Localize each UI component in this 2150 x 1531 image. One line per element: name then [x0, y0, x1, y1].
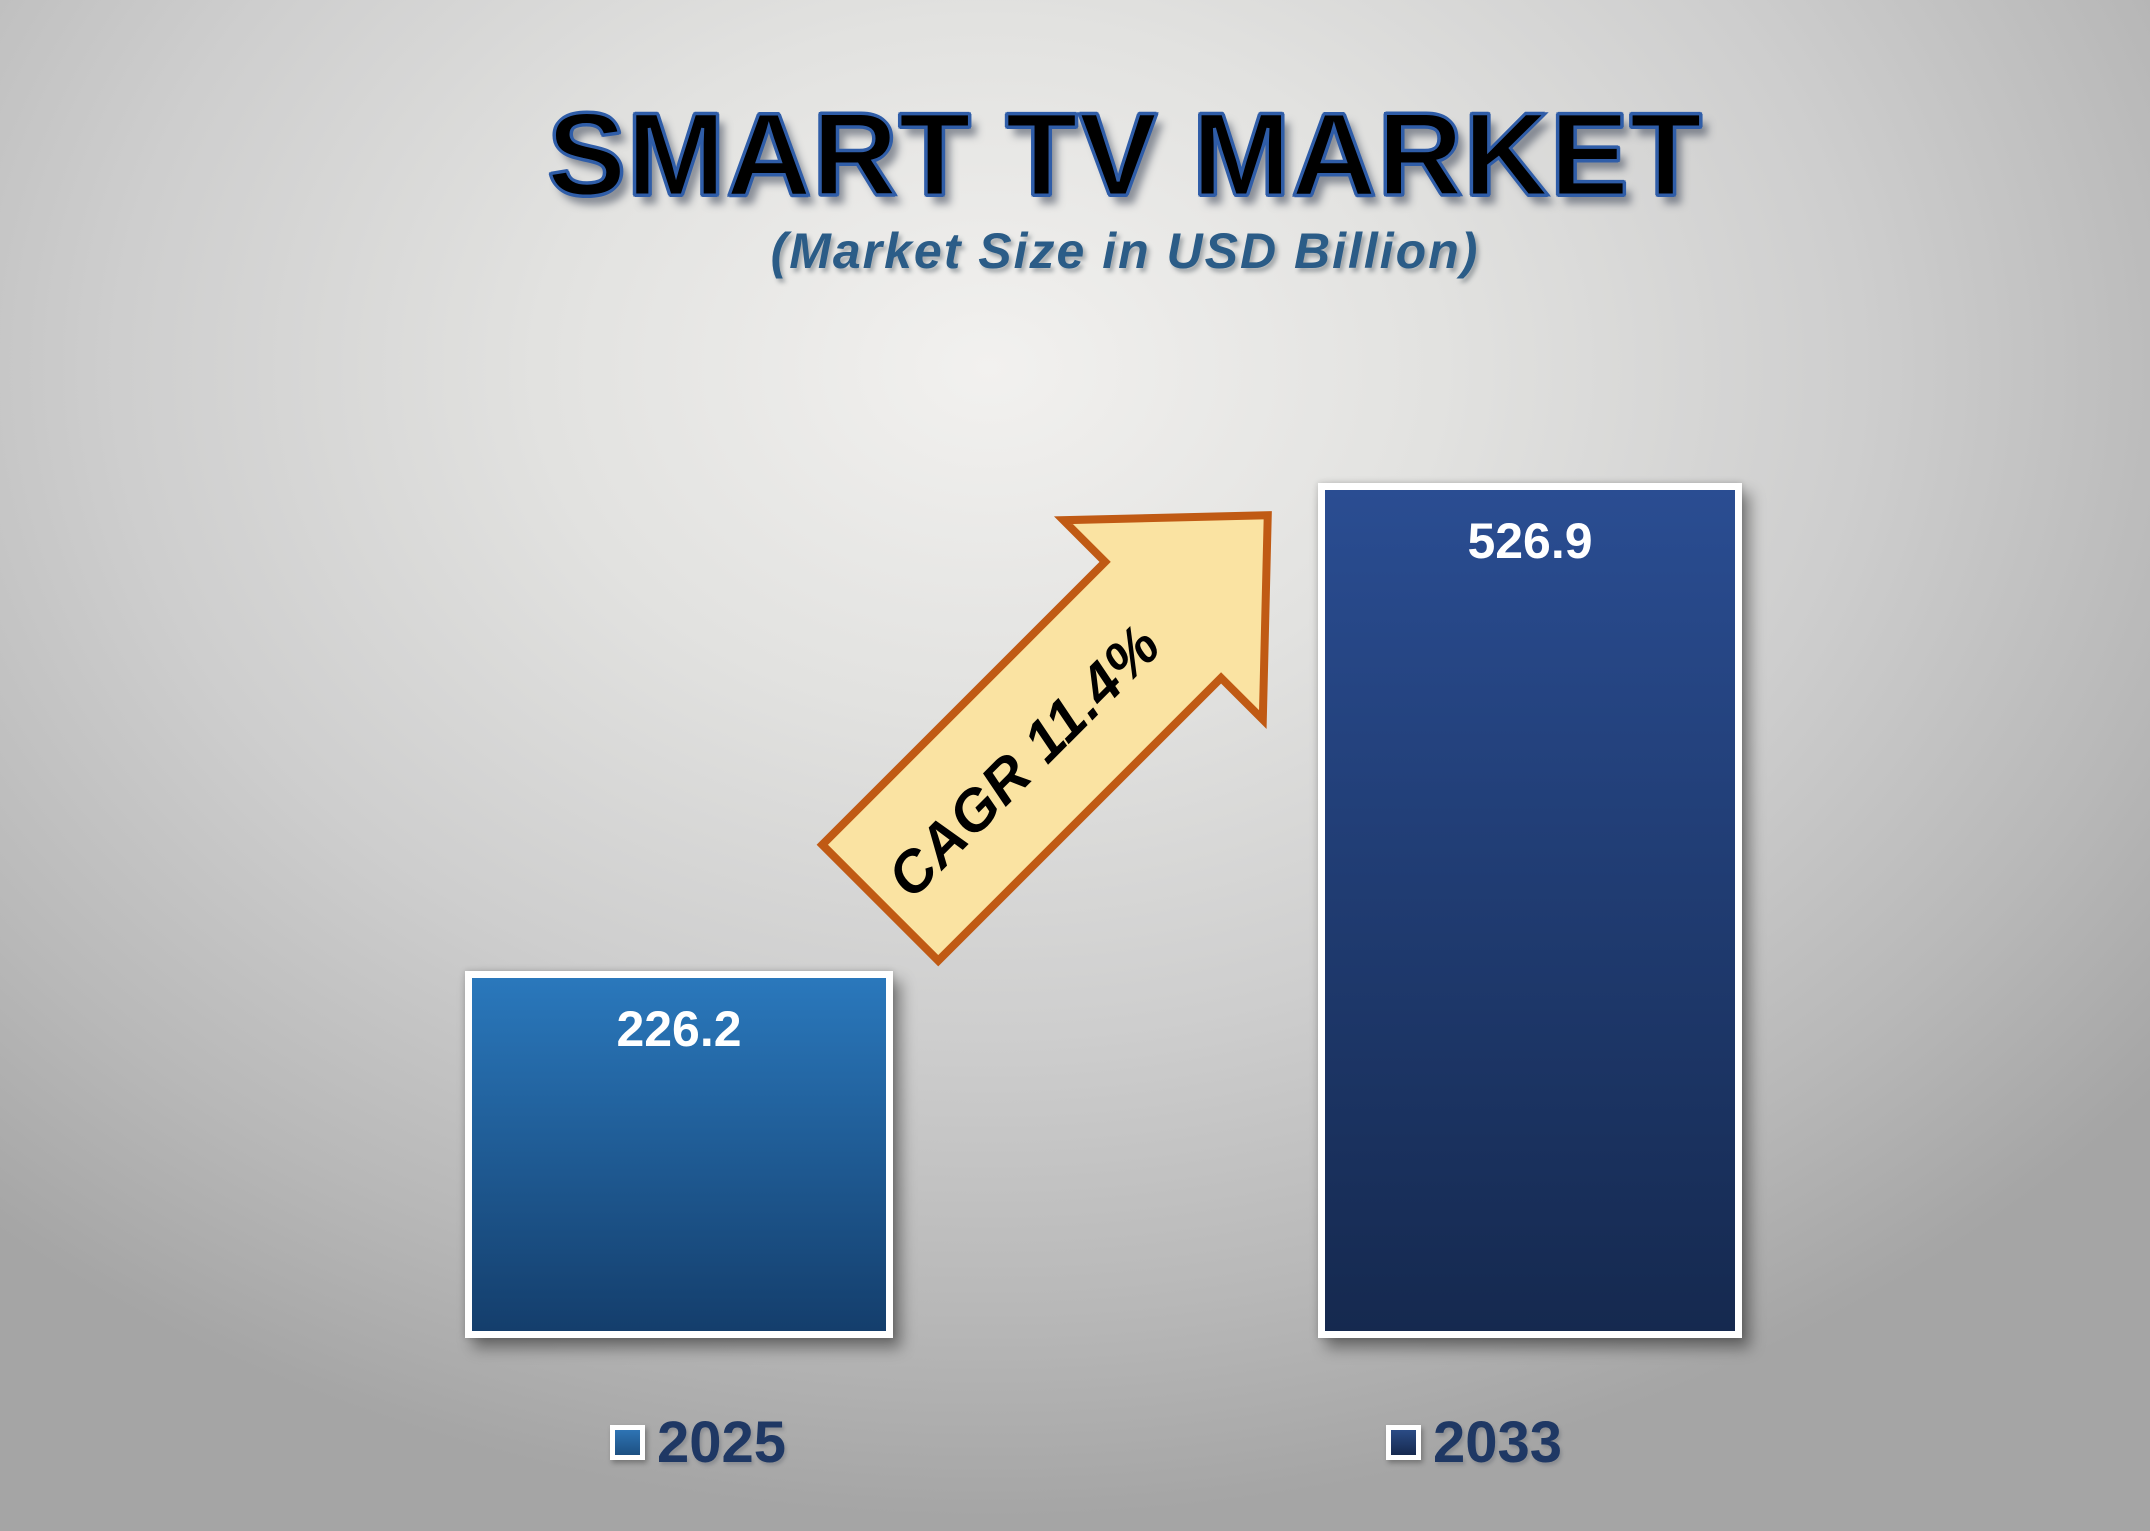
legend-item-2033: 2033	[1386, 1410, 1562, 1475]
chart-header: SMART TV MARKET (Market Size in USD Bill…	[50, 89, 2150, 280]
legend-label-2025: 2025	[657, 1409, 787, 1475]
chart-title: SMART TV MARKET	[546, 89, 1704, 221]
bar-value-2025: 226.2	[616, 1001, 742, 1057]
legend-swatch-2025	[610, 1424, 645, 1460]
bar-value-2033: 526.9	[1467, 513, 1593, 569]
up-right-arrow-icon: CAGR 11.4%	[816, 511, 1272, 967]
bar-2025: 226.2	[465, 971, 893, 1338]
legend-swatch-2033	[1386, 1424, 1421, 1460]
bar-2033: 526.9	[1318, 483, 1742, 1338]
cagr-arrow-shape	[816, 511, 1272, 967]
cagr-growth-arrow: CAGR 11.4%	[773, 408, 1374, 1009]
legend-label-2033: 2033	[1433, 1409, 1563, 1475]
legend-item-2025: 2025	[610, 1410, 786, 1475]
chart-subtitle: (Market Size in USD Billion)	[770, 223, 1480, 279]
